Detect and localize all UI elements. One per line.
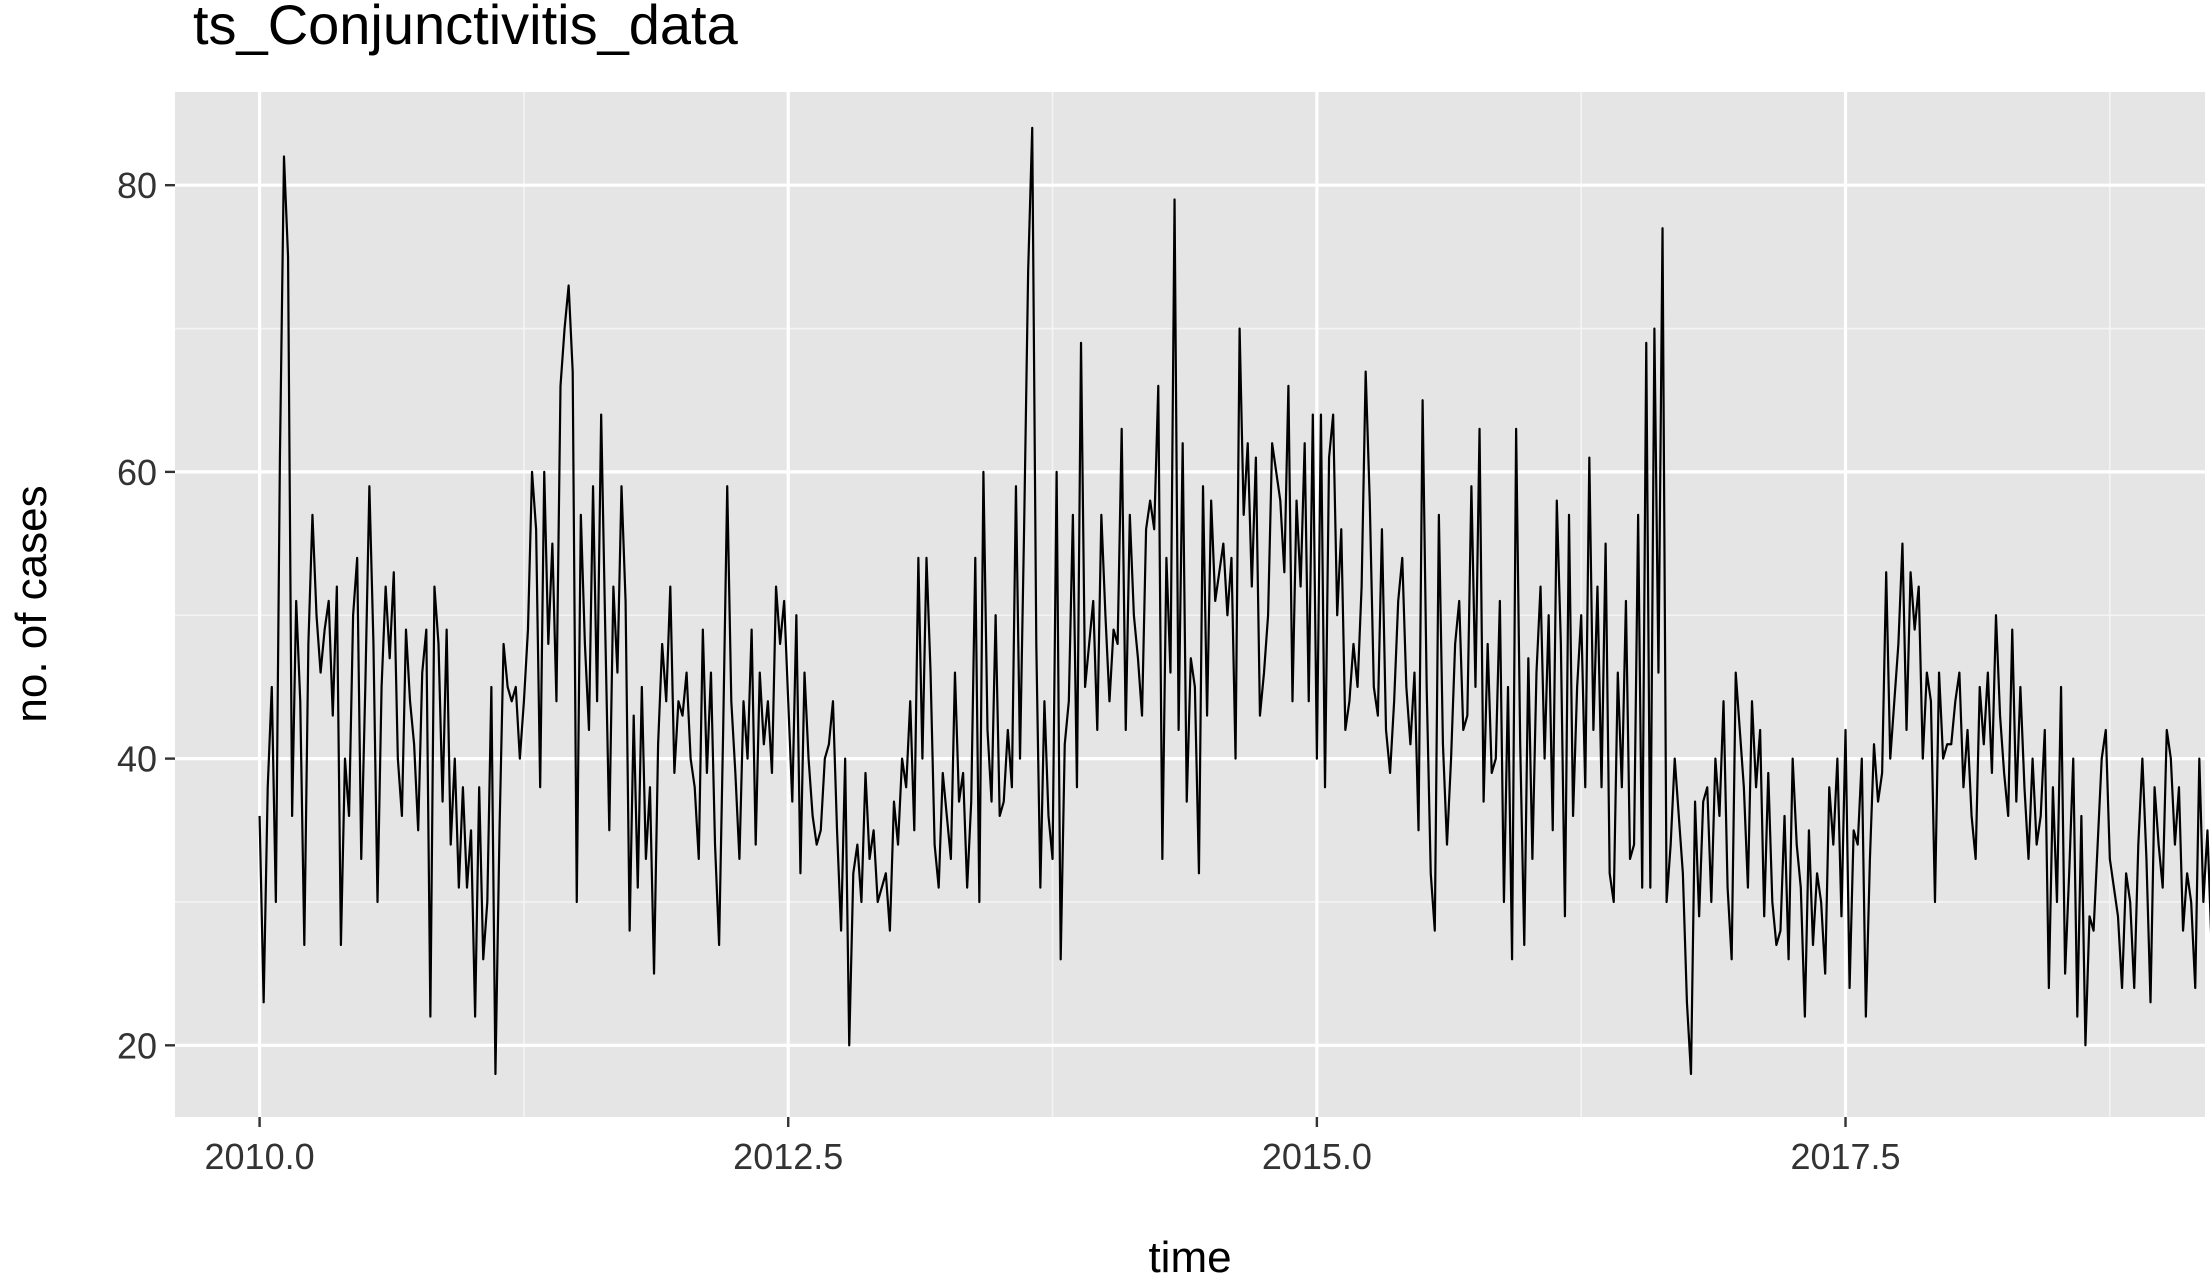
y-tick-label: 20 [117,1025,157,1066]
x-tick-label: 2017.5 [1790,1136,1900,1177]
x-axis-title: time [1148,1233,1231,1282]
minor-gridlines [175,92,2205,1117]
chart-title: ts_Conjunctivitis_data [193,0,739,56]
y-axis-title: no. of cases [7,485,56,722]
y-axis: 20 40 60 80 [117,165,175,1066]
series-line [258,126,2210,1076]
y-tick-label: 40 [117,739,157,780]
y-tick-label: 60 [117,452,157,493]
x-axis: 2010.0 2012.5 2015.0 2017.5 [205,1117,1901,1177]
major-gridlines [175,92,2205,1117]
x-tick-label: 2012.5 [733,1136,843,1177]
y-tick-label: 80 [117,165,157,206]
x-tick-label: 2010.0 [205,1136,315,1177]
x-tick-label: 2015.0 [1262,1136,1372,1177]
